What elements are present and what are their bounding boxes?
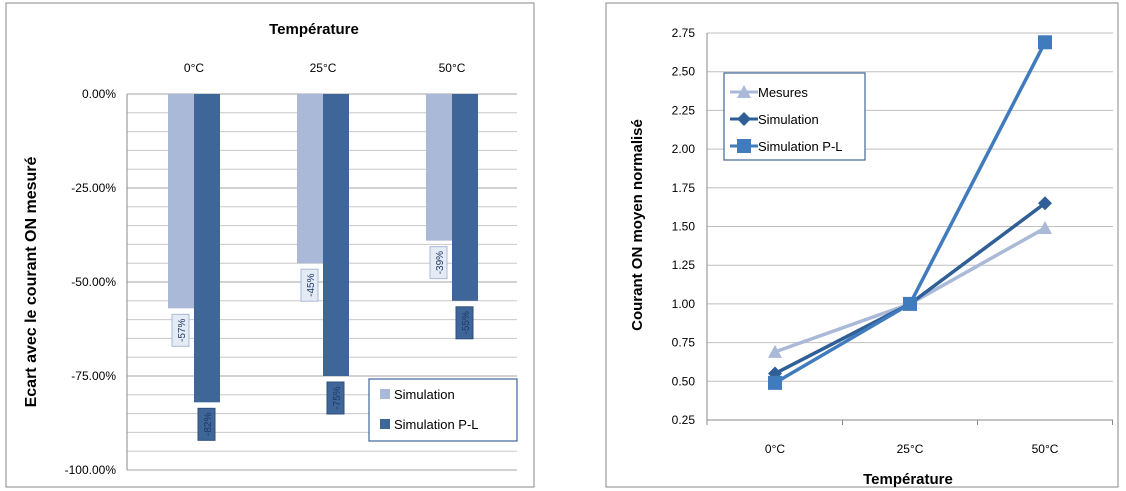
y-axis-title: Ecart avec le courant ON mesuré bbox=[23, 157, 40, 408]
x-tick-label: 50°C bbox=[1032, 442, 1059, 456]
marker-square bbox=[1038, 35, 1052, 50]
data-label-box bbox=[171, 313, 190, 347]
data-label-box bbox=[455, 306, 474, 340]
data-label-group: -45% bbox=[300, 268, 319, 302]
data-label-box bbox=[197, 407, 216, 441]
x-axis-title: Température bbox=[863, 471, 953, 488]
marker-diamond bbox=[1038, 196, 1052, 211]
legend-label: Simulation bbox=[394, 387, 455, 402]
data-label-group: -55% bbox=[455, 306, 474, 340]
data-label-group: -57% bbox=[171, 313, 190, 347]
marker-diamond bbox=[737, 112, 751, 126]
bar-simulation-pl bbox=[452, 94, 478, 301]
legend-label: Simulation P-L bbox=[758, 139, 843, 154]
y-tick-label: -100.00% bbox=[65, 463, 117, 477]
y-tick-label: 0.25 bbox=[672, 413, 696, 427]
category-label: 25°C bbox=[310, 61, 337, 75]
marker-square bbox=[768, 375, 782, 390]
y-tick-label: 0.75 bbox=[672, 336, 696, 350]
category-label: 50°C bbox=[439, 61, 466, 75]
data-label: -75% bbox=[332, 386, 343, 409]
y-tick-label: 1.50 bbox=[672, 220, 696, 234]
y-tick-label: -75.00% bbox=[71, 369, 116, 383]
y-tick-label: 0.00% bbox=[82, 87, 116, 101]
data-label: -57% bbox=[177, 319, 188, 342]
y-tick-label: 1.75 bbox=[672, 181, 696, 195]
legend-swatch bbox=[380, 389, 390, 399]
y-tick-label: -50.00% bbox=[71, 275, 116, 289]
bar-simulation bbox=[426, 94, 452, 241]
bar-chart-deviation: 0.00% -25.00% -50.00% -75.00% -100.00% Tempér… bbox=[5, 2, 535, 488]
y-tick-label: 1.25 bbox=[672, 258, 696, 272]
legend-label: Simulation P-L bbox=[394, 417, 479, 432]
category-label: 0°C bbox=[184, 61, 204, 75]
data-label: -45% bbox=[306, 273, 317, 296]
y-tick-label: -25.00% bbox=[71, 181, 116, 195]
legend-label: Simulation bbox=[758, 112, 819, 127]
y-tick-label: 0.50 bbox=[672, 374, 696, 388]
x-tick-label: 25°C bbox=[897, 442, 924, 456]
data-label-group: -82% bbox=[197, 407, 216, 441]
legend-label: Mesures bbox=[758, 85, 808, 100]
y-axis-title: Courant ON moyen normalisé bbox=[629, 119, 646, 331]
y-tick-label: 1.00 bbox=[672, 297, 696, 311]
bar-simulation bbox=[168, 94, 194, 309]
legend-box bbox=[368, 378, 518, 442]
marker-triangle bbox=[1038, 221, 1052, 235]
bar-simulation-pl bbox=[194, 94, 220, 403]
y-tick-label: 2.50 bbox=[672, 65, 696, 79]
marker-triangle bbox=[737, 85, 751, 98]
bar-simulation-pl bbox=[323, 94, 349, 376]
marker-triangle bbox=[768, 344, 782, 358]
data-label: -55% bbox=[461, 311, 472, 334]
y-tick-label: 2.25 bbox=[672, 103, 696, 117]
x-tick-label: 0°C bbox=[765, 442, 785, 456]
chart-title: Température bbox=[269, 21, 359, 38]
legend-swatch bbox=[380, 419, 390, 429]
y-tick-label: 2.00 bbox=[672, 142, 696, 156]
data-label-group: -75% bbox=[326, 381, 345, 415]
data-label: -39% bbox=[435, 251, 446, 274]
data-label: -82% bbox=[203, 413, 214, 436]
data-label-group: -39% bbox=[429, 246, 448, 280]
data-label-box bbox=[300, 268, 319, 302]
bar-simulation bbox=[297, 94, 323, 264]
data-label-box bbox=[326, 381, 345, 415]
marker-square bbox=[903, 296, 917, 311]
data-label-box bbox=[429, 246, 448, 280]
marker-square bbox=[737, 139, 751, 153]
line-chart-normalized-current: 0.25 0.50 0.75 1.00 1.25 1.50 1.75 2.00 2.25 2.50… bbox=[605, 2, 1119, 488]
y-tick-label: 2.75 bbox=[672, 26, 696, 40]
